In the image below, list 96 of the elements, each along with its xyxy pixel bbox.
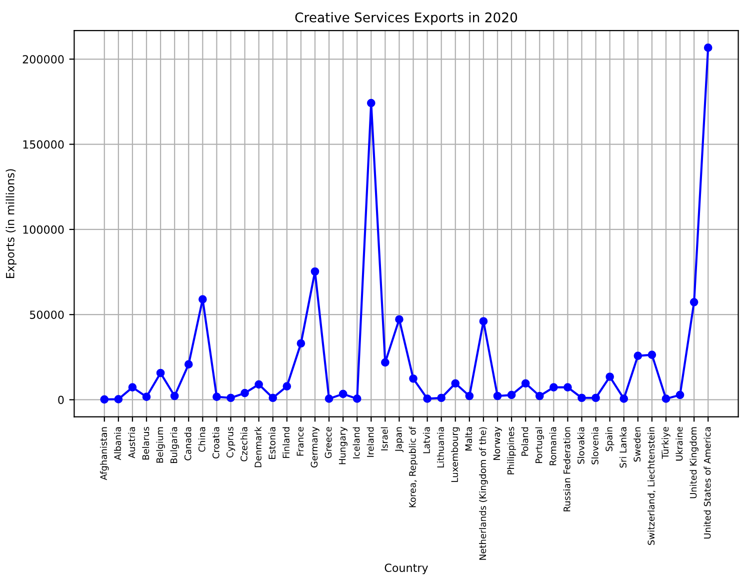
x-tick-label: Hungary	[338, 426, 348, 464]
point	[296, 339, 306, 348]
x-tick-label: Israel	[380, 427, 388, 450]
point	[634, 352, 642, 360]
x-tick-label: Finland	[282, 427, 290, 458]
x-tick-label: United Kingdom	[690, 427, 698, 498]
x-tick-label: Japan	[395, 427, 404, 452]
point	[690, 298, 698, 306]
x-tick-label: Greece	[324, 426, 332, 458]
point	[423, 394, 432, 403]
y-tick-label: 200000	[22, 55, 64, 64]
point	[606, 372, 614, 381]
point	[212, 392, 221, 402]
chart-title: Creative Services Exports in 2020	[295, 12, 518, 25]
point	[381, 358, 390, 367]
point	[592, 394, 600, 402]
x-tick-label: France	[296, 426, 304, 456]
point	[310, 267, 320, 276]
point	[324, 394, 334, 403]
x-tick-label: Netherlands (Kingdom of the)	[479, 427, 488, 560]
point	[240, 388, 249, 398]
point	[198, 295, 207, 304]
x-tick-label: Sweden	[634, 427, 641, 462]
point	[184, 360, 193, 368]
point	[352, 394, 362, 403]
point	[128, 383, 137, 392]
point	[156, 368, 165, 378]
point	[521, 379, 530, 388]
x-tick-label: China	[198, 427, 206, 452]
x-tick-label: Belgium	[156, 427, 165, 463]
x-tick-label: Bulgaria	[170, 427, 179, 464]
x-tick-label: Canada	[184, 427, 192, 460]
x-tick-label: Belarus	[142, 426, 150, 460]
x-tick-label: Türkiye	[662, 426, 670, 459]
point	[282, 382, 292, 390]
y-tick-label: 100000	[23, 225, 64, 234]
point	[395, 315, 404, 324]
x-axis-title: Country	[384, 564, 428, 574]
x-tick-label: Croatia	[212, 427, 220, 458]
point	[170, 392, 179, 400]
point	[493, 392, 502, 400]
y-axis-title: Exports (in millions)	[6, 169, 17, 278]
x-tick-label: Cyprus	[226, 426, 236, 458]
x-tick-label: Ukraine	[676, 426, 683, 461]
x-tick-label: Slovenia	[591, 427, 598, 464]
x-tick-label: Iceland	[352, 427, 360, 458]
x-tick-label: Afghanistan	[100, 427, 109, 480]
point	[648, 350, 656, 359]
point	[662, 394, 670, 403]
point	[338, 390, 348, 398]
x-tick-label: Denmark	[254, 426, 262, 468]
x-tick-label: Slovakia	[577, 427, 584, 464]
point	[268, 394, 278, 402]
x-tick-label: Portugal	[535, 427, 544, 463]
x-tick-label: Spain	[605, 427, 614, 452]
x-tick-label: United States of America	[704, 427, 711, 539]
point	[451, 379, 460, 388]
point	[564, 383, 572, 392]
point	[226, 394, 235, 402]
point	[620, 394, 628, 403]
x-tick-label: Korea, Republic of	[408, 426, 418, 508]
x-tick-label: Latvia	[422, 427, 430, 454]
x-tick-label: Poland	[521, 427, 528, 456]
x-tick-label: Ireland	[366, 427, 374, 457]
point	[479, 317, 488, 326]
point	[578, 394, 586, 402]
x-tick-label: Luxembourg	[451, 427, 460, 482]
x-tick-label: Czechia	[240, 427, 248, 462]
point	[100, 395, 109, 404]
x-tick-label: Germany	[310, 426, 320, 468]
point	[676, 390, 684, 400]
x-tick-label: Malta	[465, 427, 472, 451]
point	[507, 390, 516, 400]
point	[114, 395, 123, 404]
x-tick-label: Albania	[114, 427, 122, 460]
point	[409, 374, 418, 383]
x-tick-label: Lithuania	[436, 427, 444, 468]
x-tick-label: Switzerland, Liechtenstein	[648, 427, 656, 545]
x-tick-label: Philippines	[507, 426, 516, 474]
y-tick-label: 50000	[30, 310, 64, 319]
point	[549, 383, 558, 392]
x-tick-label: Estonia	[268, 427, 276, 459]
y-tick-label: 0	[58, 396, 64, 404]
x-tick-label: Sri Lanka	[619, 427, 626, 468]
point	[437, 394, 446, 402]
point	[366, 98, 376, 108]
x-tick-label: Romania	[549, 427, 556, 466]
x-tick-label: Austria	[128, 427, 136, 458]
point	[254, 380, 263, 389]
point	[465, 392, 474, 400]
x-tick-label: Norway	[493, 426, 502, 460]
point	[704, 44, 712, 52]
point	[535, 392, 544, 400]
x-tick-label: Russian Federation	[563, 427, 570, 512]
point	[142, 392, 151, 402]
y-tick-label: 150000	[23, 140, 64, 149]
